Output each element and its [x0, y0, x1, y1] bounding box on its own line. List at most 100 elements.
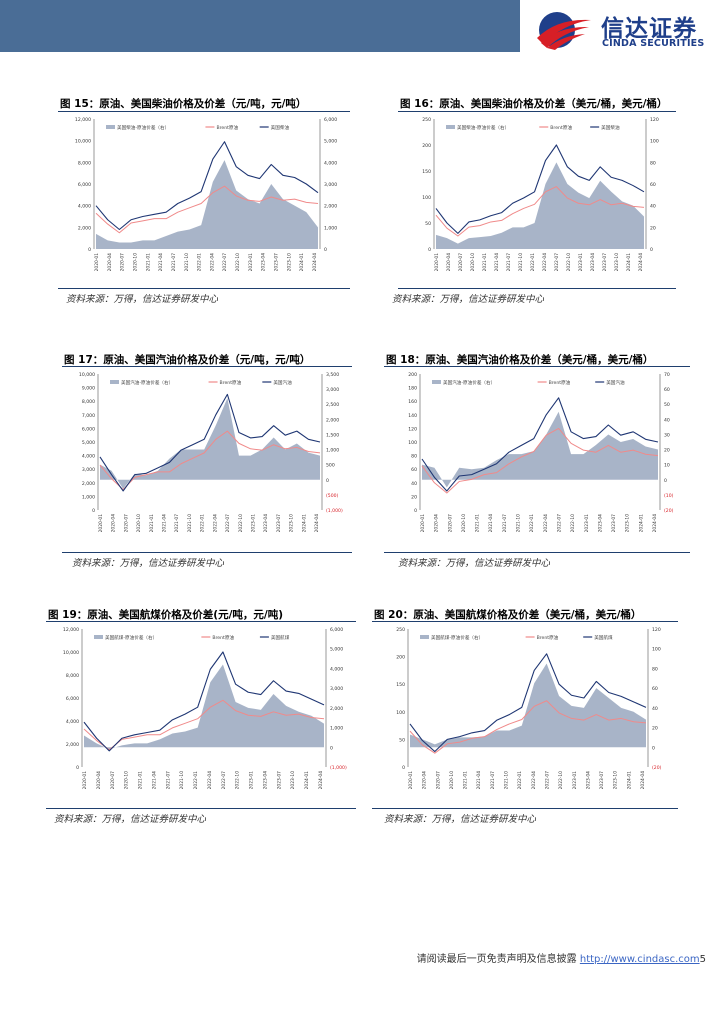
left-tick-label: 5,000 — [82, 440, 95, 446]
x-tick-label: 2021-10 — [504, 771, 510, 790]
x-tick-label: 2023-07 — [276, 514, 282, 533]
right-tick-label: 100 — [650, 139, 659, 145]
left-tick-label: 2,000 — [66, 742, 79, 748]
x-tick-label: 2022-04 — [542, 253, 548, 272]
figure-18-source: 资料来源：万得，信达证券研发中心 — [398, 558, 551, 569]
x-tick-label: 2023-01 — [250, 514, 256, 533]
left-tick-label: 20 — [411, 494, 417, 500]
x-tick-label: 2020-04 — [422, 771, 428, 790]
figure-20-title: 图 20：原油、美国航煤价格及价差（美元/桶，美元/桶） — [374, 609, 642, 621]
legend-spread-label: 美国汽油-原油价差（右） — [121, 379, 173, 386]
right-tick-label: 3,000 — [324, 182, 337, 188]
right-tick-label: 40 — [652, 706, 658, 712]
x-tick-label: 2023-10 — [286, 253, 292, 272]
x-tick-label: 2020-10 — [136, 514, 142, 533]
x-tick-label: 2020-07 — [435, 771, 441, 790]
x-tick-label: 2020-01 — [94, 253, 100, 272]
x-tick-label: 2021-07 — [506, 253, 512, 272]
x-tick-label: 2023-07 — [602, 253, 608, 272]
brent-line-series — [409, 700, 647, 754]
left-tick-label: 0 — [428, 247, 431, 253]
logo-name-cn: 信达证券 — [601, 16, 697, 42]
right-tick-label: 0 — [650, 247, 653, 253]
right-tick-label: 120 — [652, 627, 661, 633]
legend-spread-label: 美国汽油-原油价差（右） — [443, 379, 495, 386]
left-tick-label: 0 — [92, 508, 95, 514]
x-tick-label: 2022-01 — [517, 771, 523, 790]
right-tick-label: 0 — [324, 247, 327, 253]
product-line-series — [409, 653, 647, 753]
right-tick-label: 2,000 — [330, 706, 343, 712]
website-link[interactable]: http://www.cindasc.com — [579, 954, 700, 965]
left-tick-label: 200 — [396, 655, 405, 661]
figure-17-source: 资料来源：万得，信达证券研发中心 — [72, 558, 225, 569]
legend-spread-swatch — [106, 125, 115, 129]
x-tick-label: 2020-04 — [111, 514, 117, 533]
x-tick-label: 2020-07 — [120, 253, 126, 272]
x-tick-label: 2021-04 — [494, 253, 500, 272]
right-tick-label: 80 — [652, 666, 658, 672]
right-tick-label: 100 — [652, 647, 661, 653]
logo-globe-icon — [537, 12, 591, 50]
x-tick-label: 2021-01 — [145, 253, 151, 272]
right-tick-label: 50 — [664, 402, 670, 408]
left-tick-label: 100 — [422, 195, 431, 201]
x-tick-label: 2021-07 — [174, 514, 180, 533]
left-tick-label: 0 — [76, 765, 79, 771]
right-tick-label: 40 — [664, 417, 670, 423]
right-tick-label: 5,000 — [324, 139, 337, 145]
x-tick-label: 2023-07 — [599, 771, 605, 790]
spread-area-series — [422, 411, 658, 488]
right-tick-label: 1,000 — [324, 225, 337, 231]
left-tick-label: 2,000 — [78, 225, 91, 231]
x-tick-label: 2020-01 — [434, 253, 440, 272]
x-tick-label: 2022-10 — [566, 253, 572, 272]
left-tick-label: 150 — [396, 682, 405, 688]
x-tick-label: 2022-07 — [554, 253, 560, 272]
x-tick-label: 2021-07 — [165, 771, 171, 790]
x-tick-label: 2022-10 — [235, 253, 241, 272]
legend-product-label: 美国柴油 — [601, 124, 620, 131]
x-tick-label: 2022-04 — [207, 771, 213, 790]
left-tick-label: 0 — [414, 508, 417, 514]
right-tick-label: 20 — [650, 225, 656, 231]
legend-spread-label: 美国柴油-原油价差（右） — [457, 124, 509, 131]
right-tick-label: 0 — [326, 478, 329, 484]
left-tick-label: 80 — [411, 454, 417, 460]
x-tick-label: 2021-07 — [490, 771, 496, 790]
x-tick-label: 2020-01 — [420, 514, 426, 533]
left-tick-label: 4,000 — [82, 454, 95, 460]
right-tick-label: (20) — [664, 508, 674, 514]
left-tick-label: 250 — [396, 627, 405, 633]
spread-area-series — [84, 664, 324, 750]
x-tick-label: 2024-01 — [299, 253, 305, 272]
x-tick-label: 2020-01 — [82, 771, 88, 790]
right-tick-label: 1,500 — [326, 432, 339, 438]
figure-15-title: 图 15：原油、美国柴油价格及价差（元/吨，元/吨） — [60, 98, 307, 110]
x-tick-label: 2023-04 — [597, 514, 603, 533]
x-tick-label: 2020-04 — [434, 514, 440, 533]
right-tick-label: 2,000 — [326, 417, 339, 423]
x-tick-label: 2021-01 — [138, 771, 144, 790]
x-tick-label: 2020-10 — [449, 771, 455, 790]
figure-16-top-rule — [398, 111, 676, 112]
left-tick-label: 8,000 — [66, 673, 79, 679]
left-tick-label: 8,000 — [78, 160, 91, 166]
x-tick-label: 2023-01 — [572, 771, 578, 790]
x-tick-label: 2021-04 — [151, 771, 157, 790]
left-tick-label: 200 — [422, 143, 431, 149]
x-tick-label: 2024-04 — [312, 253, 318, 272]
x-tick-label: 2022-10 — [238, 514, 244, 533]
x-tick-label: 2020-07 — [110, 771, 116, 790]
figure-19-top-rule — [46, 621, 356, 622]
x-tick-label: 2023-01 — [248, 253, 254, 272]
left-tick-label: 0 — [88, 247, 91, 253]
left-tick-label: 150 — [422, 169, 431, 175]
right-tick-label: 3,500 — [326, 372, 339, 378]
x-tick-label: 2023-10 — [290, 771, 296, 790]
x-tick-label: 2020-04 — [107, 253, 113, 272]
legend-spread-swatch — [94, 635, 103, 639]
product-line-series — [95, 141, 319, 231]
x-tick-label: 2024-01 — [626, 253, 632, 272]
